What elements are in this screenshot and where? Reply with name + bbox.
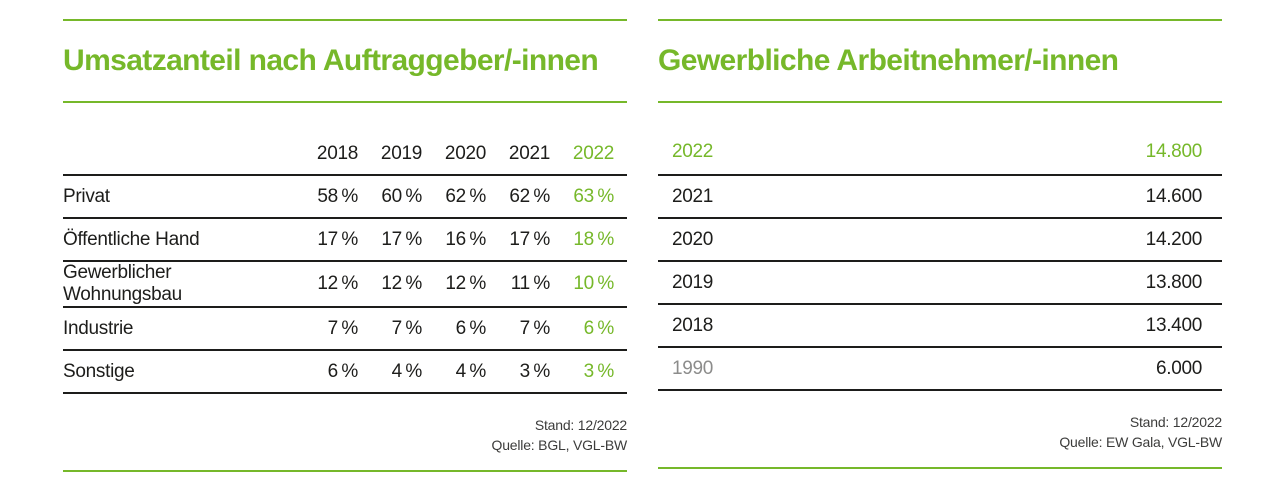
value-cell: 14.200 (940, 218, 1222, 262)
value-cell: 62 % (422, 175, 486, 219)
row-label: Öffentliche Hand (63, 218, 294, 262)
value-cell: 10 % (550, 261, 627, 308)
value-cell: 13.800 (940, 261, 1222, 305)
bottom-rule (63, 470, 627, 472)
value-cell: 6 % (422, 307, 486, 351)
employees-panel: Gewerbliche Arbeitnehmer/-innen 2022 14.8… (658, 0, 1222, 472)
value-cell: 12 % (294, 261, 358, 308)
page-title-revenue-share: Umsatzanteil nach Auftraggeber/-innen (63, 44, 599, 77)
table-row: 2022 14.800 (658, 103, 1222, 176)
value-cell: 12 % (358, 261, 422, 308)
revenue-share-panel: Umsatzanteil nach Auftraggeber/-innen 20… (63, 0, 627, 472)
table-row: 1990 6.000 (658, 347, 1222, 391)
value-cell: 4 % (358, 350, 422, 394)
value-cell: 18 % (550, 218, 627, 262)
row-label: 2022 (658, 103, 940, 176)
table-row: 2019 13.800 (658, 261, 1222, 305)
value-cell: 3 % (486, 350, 550, 394)
revenue-table-head-row: 2018 2019 2020 2021 2022 (63, 103, 627, 176)
row-label: Industrie (63, 307, 294, 351)
value-cell: 14.600 (940, 175, 1222, 219)
top-rule (63, 19, 627, 21)
value-cell: 6 % (294, 350, 358, 394)
revenue-table-body: Privat 58 % 60 % 62 % 62 % 63 % Öffentliche Ha… (63, 175, 627, 394)
year-column-header: 2020 (422, 103, 486, 176)
value-cell: 7 % (358, 307, 422, 351)
revenue-footer: Stand: 12/2022 Quelle: BGL, VGL-BW (63, 394, 628, 455)
title-rule (63, 101, 627, 103)
value-cell: 14.800 (940, 103, 1222, 176)
table-row: Sonstige 6 % 4 % 4 % 3 % 3 % (63, 350, 627, 394)
table-row: Öffentliche Hand 17 % 17 % 16 % 17 % 18 % (63, 218, 627, 262)
source-note: Quelle: EW Gala, VGL-BW (1059, 434, 1222, 450)
value-cell: 60 % (358, 175, 422, 219)
table-row: 2020 14.200 (658, 218, 1222, 262)
title-rule (658, 101, 1222, 103)
stand-note: Stand: 12/2022 (534, 417, 627, 433)
table-row: 2018 13.400 (658, 304, 1222, 348)
value-cell: 17 % (486, 218, 550, 262)
value-cell: 58 % (294, 175, 358, 219)
row-label: 2018 (658, 304, 940, 348)
table-row: Gewerblicher Wohnungsbau 12 % 12 % 12 % 11 %… (63, 261, 627, 308)
year-column-header: 2022 (550, 103, 627, 176)
year-column-header: 2018 (294, 103, 358, 176)
value-cell: 62 % (486, 175, 550, 219)
table-row: 2021 14.600 (658, 175, 1222, 219)
value-cell: 4 % (422, 350, 486, 394)
value-cell: 17 % (358, 218, 422, 262)
revenue-share-table: 2018 2019 2020 2021 2022 Privat 58 % 60 % 62 % 6… (63, 103, 627, 394)
value-cell: 16 % (422, 218, 486, 262)
value-cell: 6 % (550, 307, 627, 351)
report-figures-page: Umsatzanteil nach Auftraggeber/-innen 20… (63, 0, 1222, 472)
empty-corner-cell (63, 103, 294, 176)
value-cell: 12 % (422, 261, 486, 308)
year-column-header: 2019 (358, 103, 422, 176)
employees-footer: Stand: 12/2022 Quelle: EW Gala, VGL-BW (658, 391, 1222, 452)
row-label: Sonstige (63, 350, 294, 394)
row-label: 2021 (658, 175, 940, 219)
value-cell: 17 % (294, 218, 358, 262)
row-label: Gewerblicher Wohnungsbau (63, 261, 294, 308)
value-cell: 13.400 (940, 304, 1222, 348)
row-label: Privat (63, 175, 294, 219)
row-label: 2019 (658, 261, 940, 305)
table-row: Privat 58 % 60 % 62 % 62 % 63 % (63, 175, 627, 219)
employees-table-body: 2022 14.800 2021 14.600 2020 14.200 2019 13.800… (658, 103, 1222, 391)
value-cell: 7 % (294, 307, 358, 351)
stand-note: Stand: 12/2022 (1129, 414, 1222, 430)
row-label: 1990 (658, 347, 940, 391)
year-column-header: 2021 (486, 103, 550, 176)
table-row: Industrie 7 % 7 % 6 % 7 % 6 % (63, 307, 627, 351)
source-note: Quelle: BGL, VGL-BW (491, 437, 628, 453)
page-title-employees: Gewerbliche Arbeitnehmer/-innen (658, 44, 1119, 77)
top-rule (658, 19, 1222, 21)
value-cell: 7 % (486, 307, 550, 351)
value-cell: 63 % (550, 175, 627, 219)
row-label: 2020 (658, 218, 940, 262)
value-cell: 6.000 (940, 347, 1222, 391)
employees-table: 2022 14.800 2021 14.600 2020 14.200 2019 13.800… (658, 103, 1222, 391)
value-cell: 11 % (486, 261, 550, 308)
bottom-rule (658, 467, 1222, 469)
value-cell: 3 % (550, 350, 627, 394)
